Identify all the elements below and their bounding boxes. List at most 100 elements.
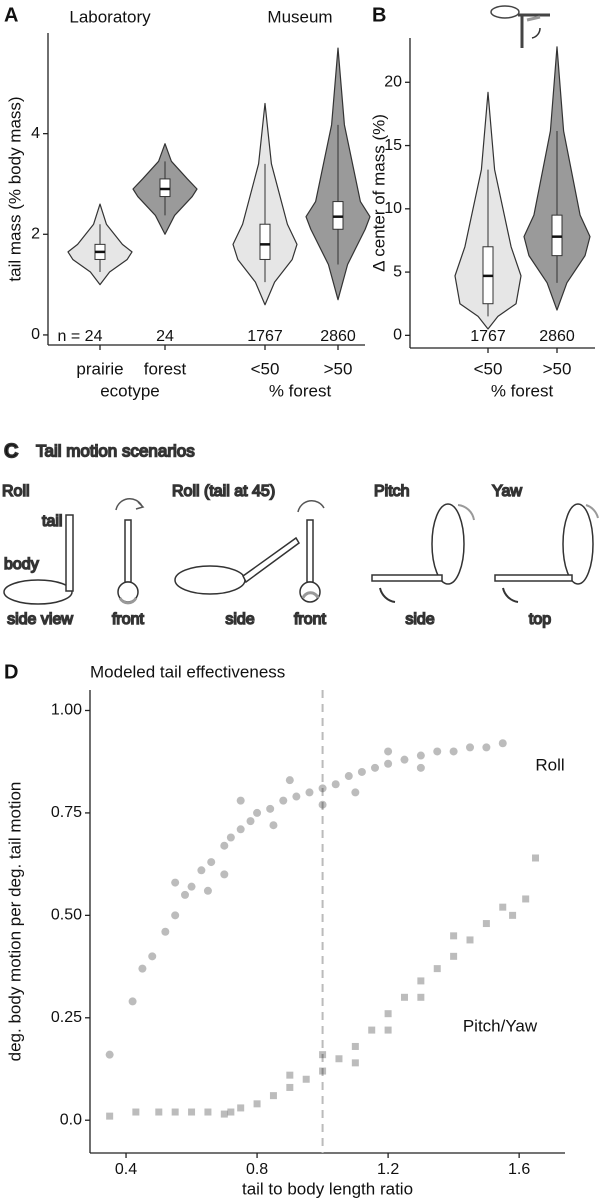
y-tick-label: 15 xyxy=(384,137,402,154)
point xyxy=(416,751,425,760)
point xyxy=(171,911,180,920)
x-tick-label: forest xyxy=(144,359,187,378)
panel-letter: C xyxy=(4,440,18,462)
arrow xyxy=(135,501,145,510)
point xyxy=(161,927,170,936)
x-tick-label: >50 xyxy=(543,359,572,378)
point xyxy=(187,882,196,891)
panel-letter: D xyxy=(4,661,18,683)
arrow xyxy=(457,504,475,521)
y-tick-label: 0 xyxy=(31,326,40,343)
point xyxy=(532,854,540,862)
arrow xyxy=(297,500,325,513)
x-axis-label: ecotype xyxy=(100,381,160,400)
point xyxy=(417,977,425,985)
y-tick-label: 0.75 xyxy=(51,804,82,821)
n-label: 2860 xyxy=(320,328,356,345)
point xyxy=(498,739,507,748)
x-tick-label: 1.2 xyxy=(377,1161,399,1178)
point xyxy=(305,788,314,797)
arrow xyxy=(502,587,519,603)
point xyxy=(482,743,491,752)
x-tick-label: 0.4 xyxy=(115,1161,137,1178)
x-tick-label: prairie xyxy=(76,359,123,378)
view-label: top xyxy=(529,611,551,628)
n-label: 1767 xyxy=(470,328,506,345)
box xyxy=(159,178,171,198)
arrow xyxy=(118,597,138,605)
y-axis-label: deg. body motion per deg. tail motion xyxy=(5,782,24,1062)
scenario-title: Roll xyxy=(2,483,30,500)
panel-c: C Tail motion scenarios Roll tail body s… xyxy=(1,440,599,629)
arrow xyxy=(301,591,320,599)
point xyxy=(148,952,157,961)
point xyxy=(433,747,442,756)
y-tick-label: 2 xyxy=(31,226,40,243)
point xyxy=(171,878,180,887)
point xyxy=(279,796,288,805)
panel-title: Tail motion scenarios xyxy=(36,441,195,460)
tail-shape xyxy=(306,519,314,583)
series-label: Pitch/Yaw xyxy=(463,1016,538,1035)
point xyxy=(285,776,294,785)
point xyxy=(292,792,301,801)
group-label: Museum xyxy=(267,7,332,26)
arrow xyxy=(379,587,396,603)
point xyxy=(246,817,255,826)
point xyxy=(344,772,353,781)
y-tick-label: 5 xyxy=(393,263,402,280)
point xyxy=(509,911,517,919)
x-tick-label: <50 xyxy=(474,359,503,378)
body-shape xyxy=(3,579,73,605)
scenario-title: Roll (tail at 45) xyxy=(172,483,275,500)
point xyxy=(466,743,474,752)
point xyxy=(449,747,458,756)
y-tick-label: 0 xyxy=(393,327,402,344)
point xyxy=(384,1010,392,1018)
box xyxy=(332,201,344,230)
y-tick-label: 20 xyxy=(384,74,402,91)
n-label: n = 24 xyxy=(58,328,103,345)
box xyxy=(551,214,563,257)
y-axis-label: tail mass (% body mass) xyxy=(5,96,24,281)
y-tick-label: 10 xyxy=(384,200,402,217)
view-label: front xyxy=(112,611,145,628)
point xyxy=(319,1067,327,1075)
point xyxy=(220,870,229,879)
point xyxy=(220,841,229,850)
point xyxy=(226,833,235,842)
scenario-title: Yaw xyxy=(492,483,522,500)
point xyxy=(450,932,458,940)
point xyxy=(269,1092,277,1100)
x-tick-label: <50 xyxy=(251,359,280,378)
point xyxy=(207,858,216,867)
point xyxy=(416,763,425,772)
chart-title: Modeled tail effectiveness xyxy=(90,662,285,681)
y-tick-label: 1.00 xyxy=(51,702,82,719)
point xyxy=(318,800,327,809)
point xyxy=(400,755,409,764)
body-shape xyxy=(562,503,594,585)
panel-letter: B xyxy=(372,4,386,26)
view-label: side view xyxy=(7,611,73,628)
x-axis-label: tail to body length ratio xyxy=(242,1179,413,1198)
panel-letter: A xyxy=(4,4,18,26)
point xyxy=(237,1104,245,1112)
view-label: side xyxy=(405,611,434,628)
point xyxy=(357,767,366,776)
point xyxy=(450,952,458,960)
point xyxy=(351,1042,359,1050)
point xyxy=(181,890,189,899)
point xyxy=(132,1108,140,1116)
group-label: Laboratory xyxy=(69,7,151,26)
point xyxy=(105,1050,114,1059)
point xyxy=(286,1083,294,1091)
point xyxy=(197,866,206,875)
point xyxy=(335,1055,343,1063)
point xyxy=(171,1108,179,1116)
x-tick-label: >50 xyxy=(324,359,353,378)
arrow xyxy=(585,504,599,519)
point xyxy=(371,763,379,772)
y-tick-label: 0.25 xyxy=(51,1009,82,1026)
point xyxy=(253,1100,261,1108)
